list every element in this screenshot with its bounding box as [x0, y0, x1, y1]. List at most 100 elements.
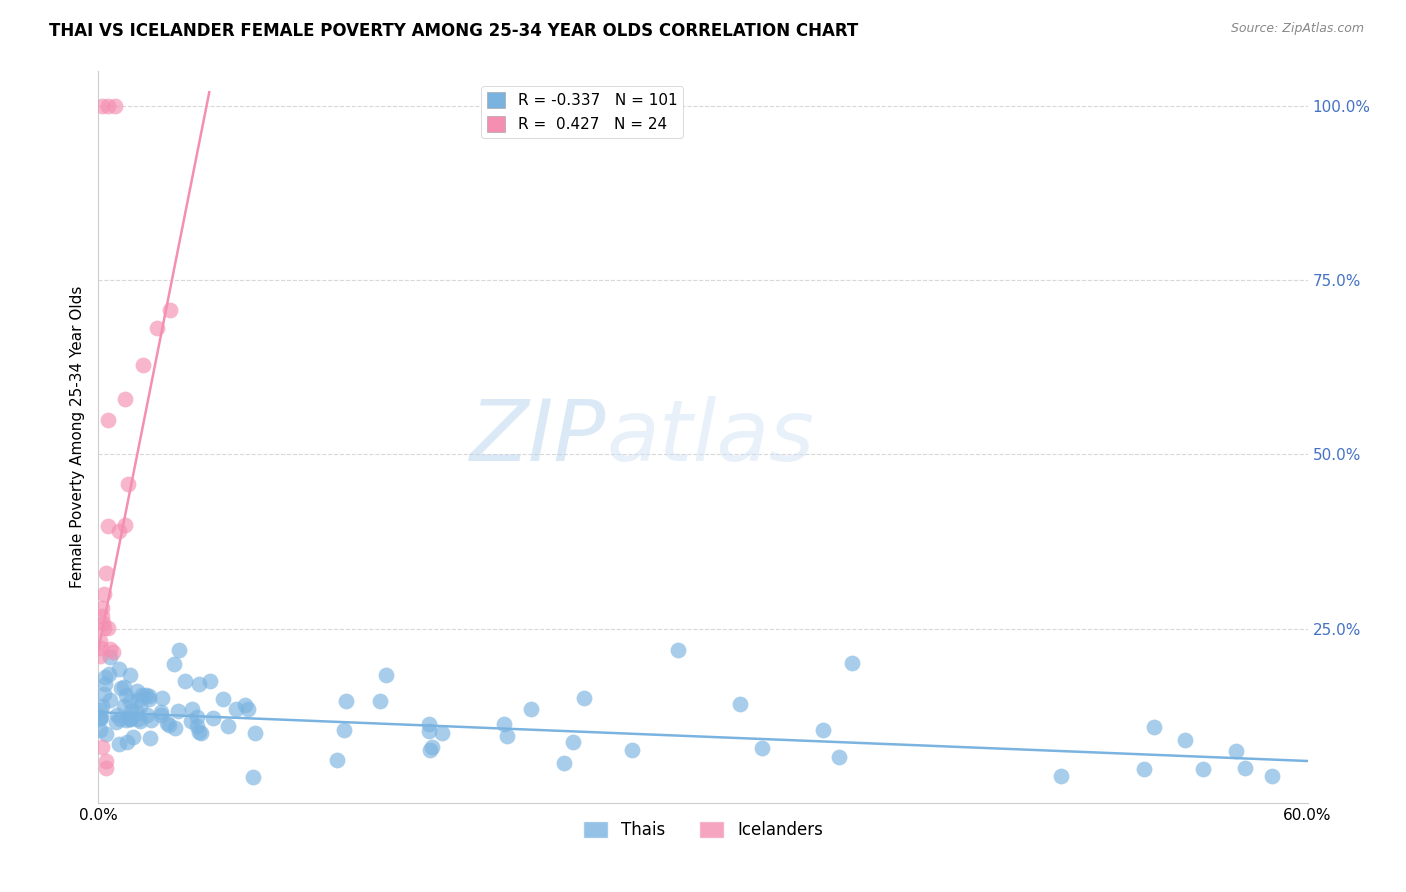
Point — [94, 727, 117, 741]
Point — [167, 704, 190, 718]
Point — [91, 600, 114, 615]
Point — [104, 714, 127, 729]
Point — [186, 710, 208, 724]
Point — [94, 754, 117, 768]
Point — [1174, 733, 1197, 747]
Point — [418, 724, 440, 739]
Point — [90, 640, 112, 655]
Point — [115, 735, 138, 749]
Point — [811, 723, 834, 738]
Point — [186, 719, 208, 733]
Point — [114, 392, 136, 406]
Point — [100, 642, 122, 657]
Point — [112, 698, 135, 713]
Point — [110, 681, 132, 695]
Point — [96, 761, 118, 775]
Point — [93, 670, 115, 684]
Point — [114, 518, 136, 533]
Point — [202, 711, 225, 725]
Text: THAI VS ICELANDER FEMALE POVERTY AMONG 25-34 YEAR OLDS CORRELATION CHART: THAI VS ICELANDER FEMALE POVERTY AMONG 2… — [49, 22, 859, 40]
Point — [419, 743, 441, 757]
Point — [139, 731, 162, 745]
Point — [1233, 760, 1256, 774]
Point — [138, 689, 160, 703]
Point — [162, 657, 184, 672]
Point — [93, 620, 115, 634]
Point — [368, 694, 391, 708]
Point — [120, 712, 142, 726]
Point — [174, 674, 197, 689]
Point — [89, 723, 111, 737]
Point — [188, 677, 211, 691]
Point — [238, 702, 260, 716]
Point — [138, 691, 160, 706]
Point — [494, 717, 516, 731]
Point — [118, 668, 141, 682]
Point — [129, 714, 152, 728]
Point — [332, 723, 354, 738]
Point — [326, 754, 349, 768]
Point — [120, 694, 142, 708]
Point — [127, 706, 149, 721]
Point — [167, 642, 190, 657]
Point — [242, 770, 264, 784]
Point — [1133, 762, 1156, 776]
Point — [107, 708, 129, 723]
Point — [108, 524, 131, 538]
Point — [145, 321, 167, 335]
Point — [159, 303, 181, 318]
Point — [131, 688, 153, 702]
Point — [495, 729, 517, 743]
Text: ZIP: ZIP — [470, 395, 606, 479]
Point — [127, 693, 149, 707]
Point — [751, 741, 773, 756]
Point — [621, 743, 644, 757]
Point — [1143, 720, 1166, 734]
Point — [118, 710, 141, 724]
Point — [132, 358, 155, 372]
Point — [139, 714, 162, 728]
Text: Source: ZipAtlas.com: Source: ZipAtlas.com — [1230, 22, 1364, 36]
Point — [101, 645, 124, 659]
Point — [97, 621, 120, 635]
Point — [112, 680, 135, 694]
Point — [108, 662, 131, 676]
Point — [198, 673, 221, 688]
Point — [120, 712, 142, 726]
Point — [98, 666, 121, 681]
Point — [150, 691, 173, 706]
Point — [97, 99, 120, 113]
Point — [520, 701, 543, 715]
Point — [110, 712, 132, 726]
Point — [149, 708, 172, 723]
Point — [91, 609, 114, 624]
Point — [828, 749, 851, 764]
Point — [180, 714, 202, 728]
Point — [121, 730, 143, 744]
Point — [155, 715, 177, 730]
Point — [374, 667, 396, 681]
Point — [91, 740, 114, 755]
Point — [1050, 769, 1073, 783]
Point — [90, 698, 112, 713]
Point — [135, 688, 157, 702]
Point — [225, 702, 247, 716]
Point — [89, 703, 111, 717]
Point — [97, 518, 120, 533]
Point — [211, 692, 233, 706]
Point — [335, 694, 357, 708]
Point — [115, 713, 138, 727]
Point — [188, 724, 211, 739]
Point — [217, 719, 239, 733]
Legend: Thais, Icelanders: Thais, Icelanders — [576, 814, 830, 846]
Point — [420, 740, 443, 755]
Point — [432, 726, 454, 740]
Point — [149, 705, 172, 719]
Point — [89, 648, 111, 663]
Point — [89, 634, 111, 648]
Point — [730, 697, 752, 711]
Point — [180, 701, 202, 715]
Point — [89, 710, 111, 724]
Point — [97, 412, 120, 426]
Text: atlas: atlas — [606, 395, 814, 479]
